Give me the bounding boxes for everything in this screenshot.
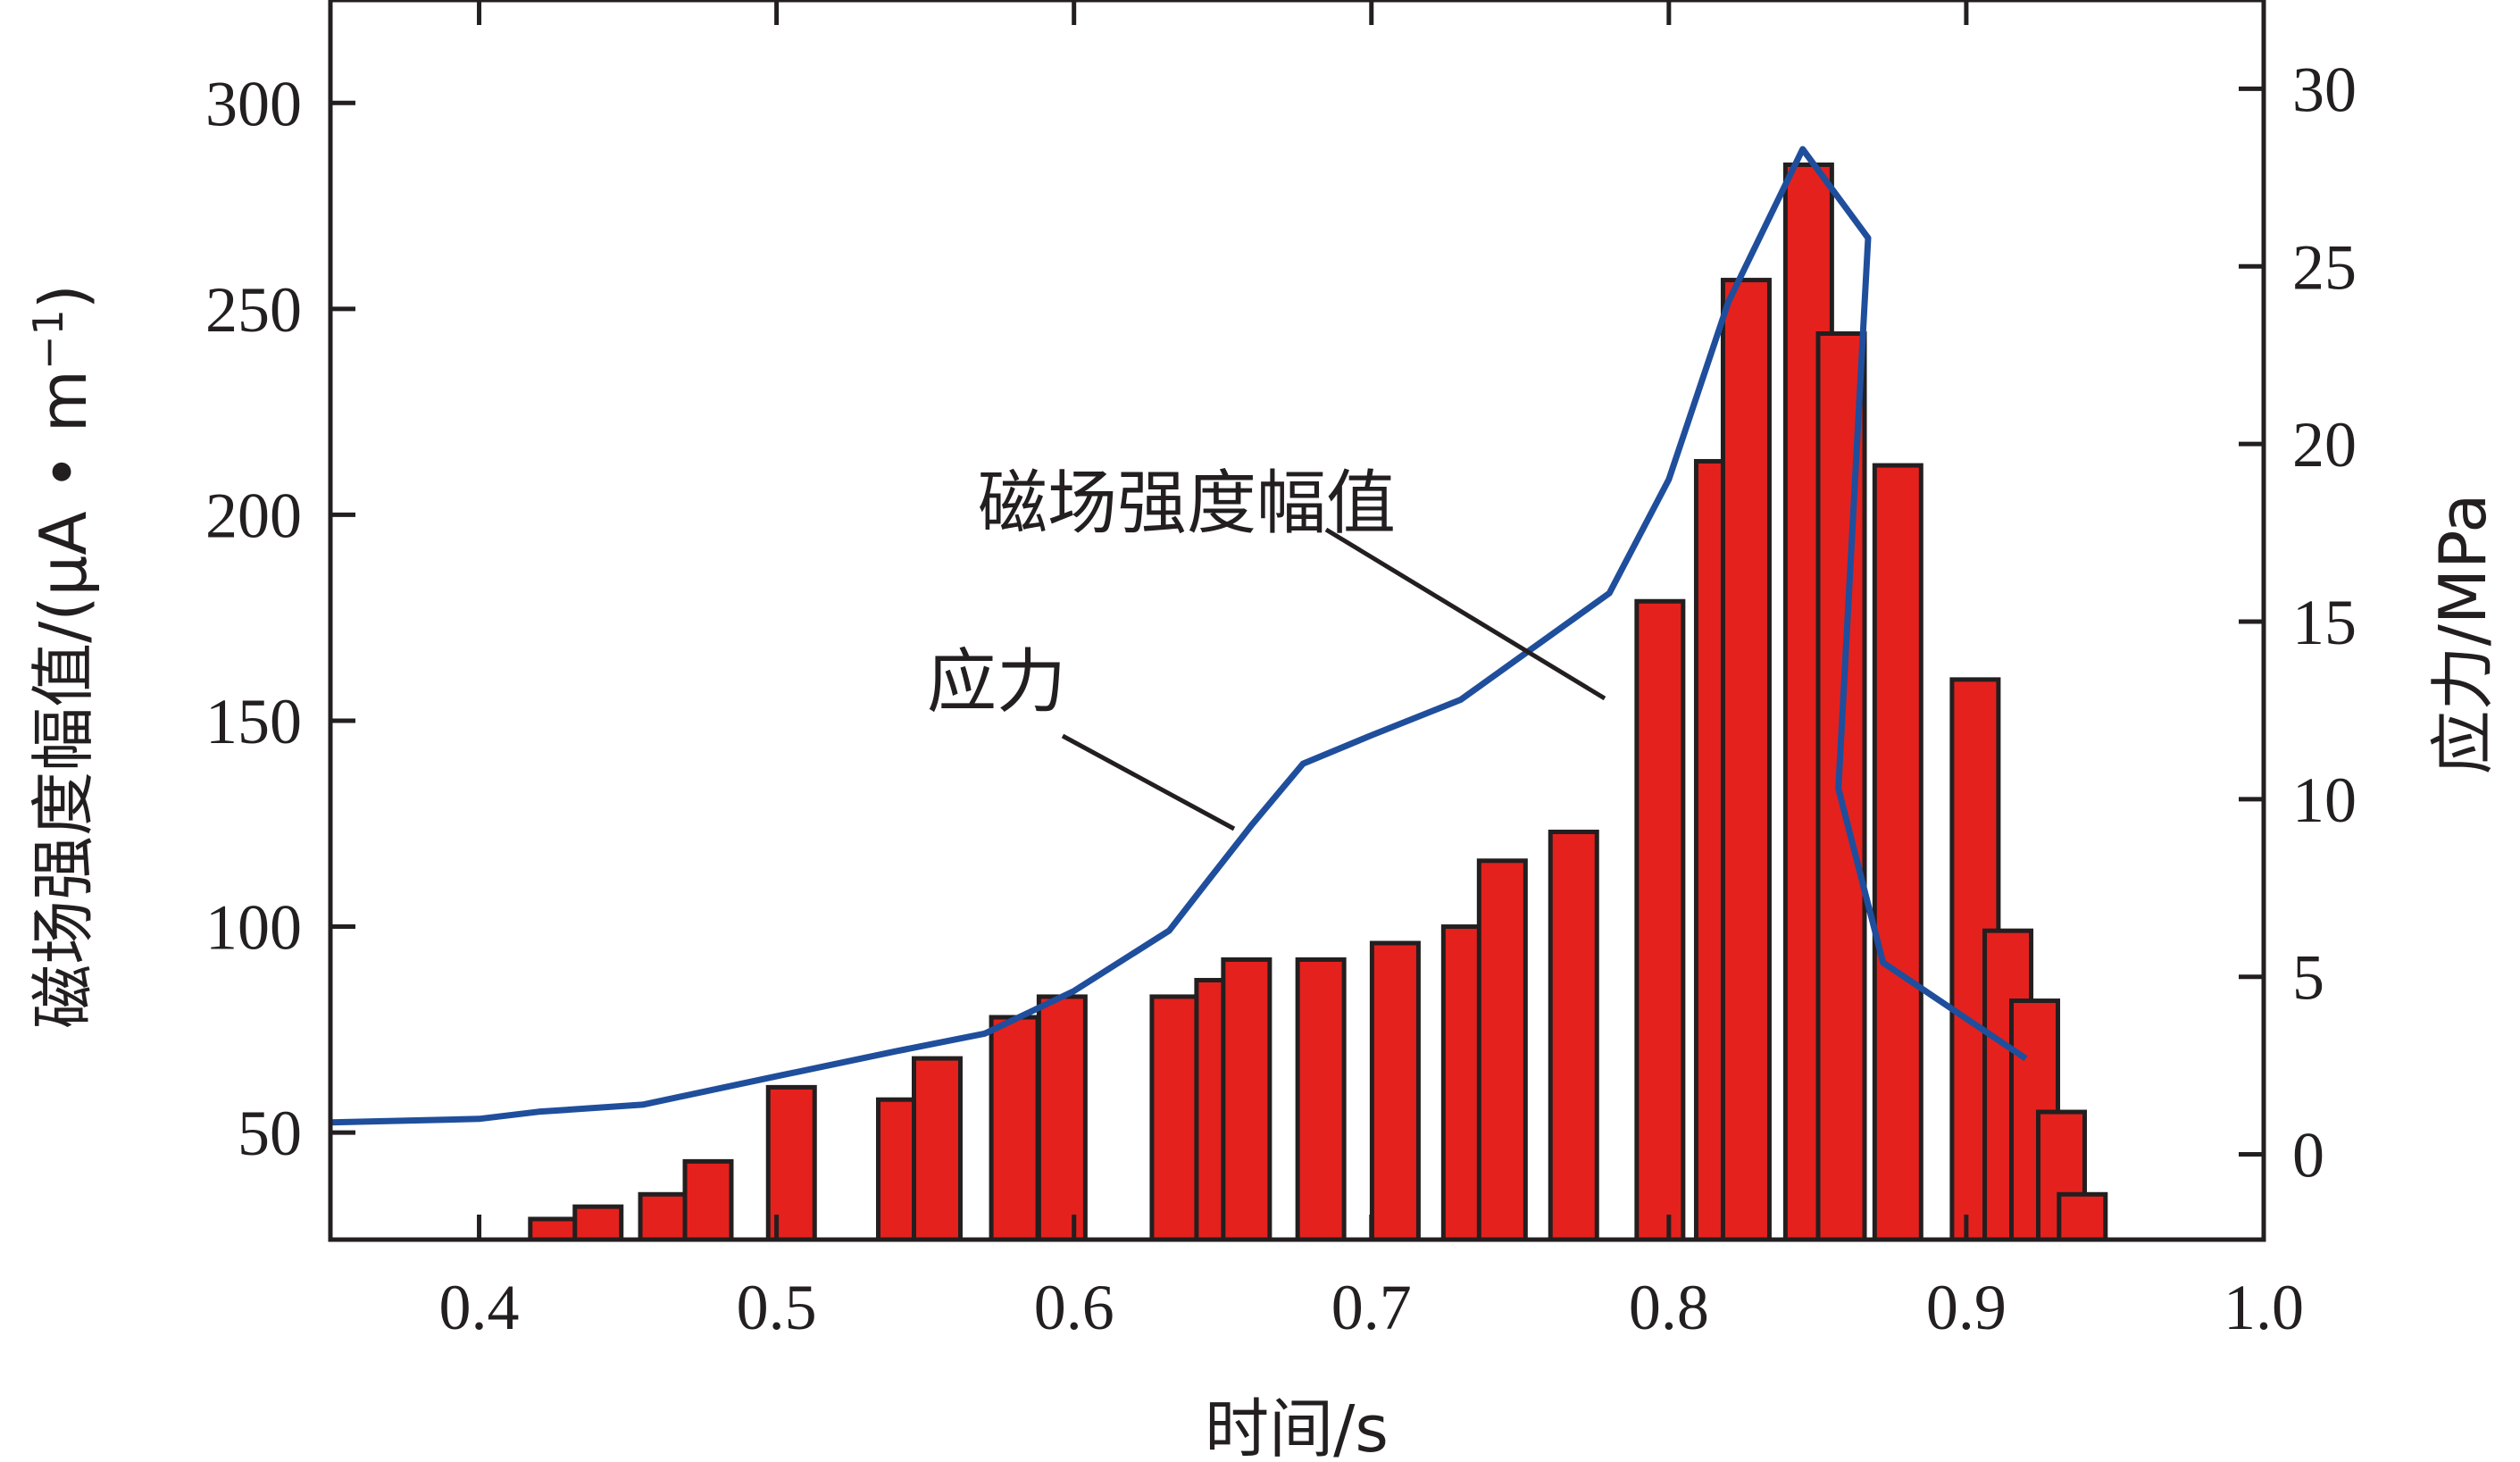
magnetic-bar [638,1191,689,1242]
x-tick-label: 0.5 [737,1272,817,1343]
x-tick-label: 1.0 [2224,1272,2304,1343]
y-left-tick-label: 250 [205,274,302,346]
magnetic-annotation-leader [1324,527,1606,701]
x-tick-label: 0.4 [439,1272,520,1343]
y-right-tick-label: 25 [2292,231,2357,303]
y-right-tick-label: 15 [2292,587,2357,658]
magnetic-bar [2057,1191,2108,1242]
magnetic-bar [1369,940,1421,1242]
x-axis-title: 时间/s [1205,1391,1389,1462]
y-right-tick-label: 0 [2292,1120,2324,1191]
magnetic-annotation: 磁场强度幅值 [978,464,1396,544]
magnetic-bar [1036,994,1088,1242]
y-right-tick-label: 5 [2292,942,2324,1014]
magnetic-bar [1476,858,1528,1242]
tick-labels-group: 0.4 0.5 0.6 0.7 0.8 0.9 1.0 50 100 150 200 250 300 0 5… [205,54,2357,1343]
y-left-axis-title: 磁场强度幅值/(μA • m−1) [24,284,101,1029]
x-tick-label: 0.8 [1629,1272,1709,1343]
y-left-tick-label: 300 [205,68,302,139]
y-left-axis-title-close: ) [26,284,101,309]
stress-annotation-leader [1061,733,1236,831]
ticks-group [330,0,2266,1240]
y-left-tick-label: 100 [205,892,302,964]
bars-group [528,162,2108,1242]
x-tick-label: 0.7 [1331,1272,1412,1343]
y-right-tick-label: 30 [2292,54,2357,125]
magnetic-bar [1221,957,1273,1242]
magnetic-bar [1872,463,1923,1242]
y-left-axis-title-sup: −1 [24,309,72,370]
y-left-tick-label: 50 [238,1098,302,1169]
magnetic-bar [528,1216,580,1242]
y-right-tick-label: 10 [2292,764,2357,836]
magnetic-bar [572,1204,624,1242]
x-tick-label: 0.9 [1926,1272,2007,1343]
magnetic-bar [1634,598,1686,1242]
y-left-tick-label: 150 [205,686,302,757]
stress-annotation: 应力 [927,642,1066,723]
magnetic-bar [911,1056,963,1242]
y-left-tick-label: 200 [205,480,302,551]
magnetic-bar [1548,829,1599,1242]
y-right-tick-label: 20 [2292,409,2357,480]
magnetic-bar [989,1015,1040,1242]
magnetic-bar [682,1158,734,1242]
stress-line-group [330,146,2028,1126]
magnetic-bar [1149,994,1201,1242]
stress-line [330,146,2028,1126]
y-right-axis-title: 应力/MPa [2425,494,2500,775]
magnetic-bar [1720,278,1772,1242]
y-left-axis-title-main: 磁场强度幅值/(μA • m [26,370,101,1029]
x-tick-label: 0.6 [1034,1272,1114,1343]
magnetic-bar [1295,957,1347,1242]
